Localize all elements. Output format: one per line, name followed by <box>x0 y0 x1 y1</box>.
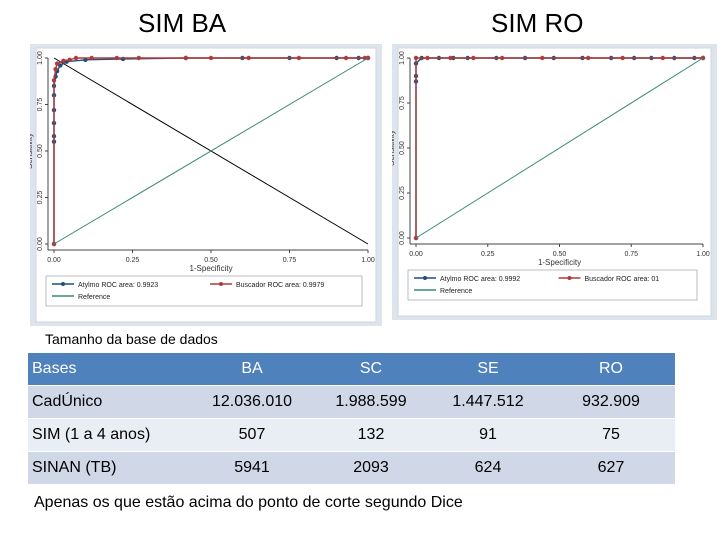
cell-ba: 12.036.010 <box>191 385 313 419</box>
roc-chart-ro: 0.000.00 0.25 0.25 0.50 0.50 0.75 0.75 1.00 1.00… <box>392 47 712 317</box>
y-tick-label: 0.25 <box>399 186 406 200</box>
x-axis-label: 1-Specificity <box>538 258 581 267</box>
data-point <box>296 55 302 61</box>
data-point <box>660 55 666 61</box>
y-axis-label: Sensitivity <box>392 130 396 166</box>
cell-sc: 132 <box>313 418 429 452</box>
data-point <box>53 66 58 72</box>
legend-marker-2 <box>567 276 572 280</box>
legend-label-2: Buscador ROC area: 01 <box>585 276 660 283</box>
row-label: SINAN (TB) <box>28 451 191 484</box>
x-tick-label: 0.75 <box>283 257 297 264</box>
cell-ba: 507 <box>191 418 313 452</box>
series-line-3 <box>53 57 369 245</box>
table-header-row: Bases BA SC SE RO <box>28 353 675 386</box>
data-point <box>208 55 214 61</box>
header-ba: BA <box>191 353 313 386</box>
footnote: Apenas os que estão acima do ponto de co… <box>34 494 463 511</box>
cell-ro: 75 <box>547 418 675 452</box>
y-tick-label: 0.25 <box>37 191 44 205</box>
x-tick-label: 0.25 <box>481 251 495 258</box>
data-point <box>61 58 66 63</box>
x-tick-label: 0.00 <box>47 257 61 264</box>
header-se: SE <box>429 353 547 386</box>
data-point <box>83 57 88 63</box>
data-point <box>448 55 453 61</box>
table-caption: Tamanho da base de dados <box>45 331 218 347</box>
data-point <box>586 55 591 61</box>
data-point <box>54 61 60 66</box>
data-point <box>89 55 94 61</box>
heading-sim-ro: SIM RO <box>491 8 584 38</box>
data-point <box>425 55 430 61</box>
data-point <box>73 55 79 61</box>
cell-se: 91 <box>429 418 547 452</box>
row-label: CadÚnico <box>28 385 191 419</box>
legend-label-2: Buscador ROC area: 0.9979 <box>236 282 324 289</box>
data-point <box>620 55 625 61</box>
data-point <box>471 55 476 61</box>
cell-se: 624 <box>429 451 547 484</box>
data-point <box>136 55 141 61</box>
roc-chart-ba: 0.000.00 0.25 0.25 0.50 0.50 0.75 0.75 1.00 1.00… <box>30 47 377 323</box>
table-row: SIM (1 a 4 anos) 507 132 91 75 <box>28 418 675 452</box>
database-size-table: Bases BA SC SE RO CadÚnico 12.036.010 1.… <box>28 353 675 484</box>
data-point <box>67 57 72 63</box>
legend-marker-2 <box>219 282 223 286</box>
row-label: SIM (1 a 4 anos) <box>28 418 191 452</box>
cell-ro: 627 <box>547 451 675 484</box>
y-tick-label: 0.75 <box>37 98 44 112</box>
y-tick-label: 0.50 <box>399 141 406 155</box>
legend-box <box>407 269 698 301</box>
cell-sc: 2093 <box>313 451 429 484</box>
data-point <box>246 55 251 61</box>
table-row: SINAN (TB) 5941 2093 624 627 <box>28 451 675 484</box>
data-point <box>343 55 349 61</box>
data-point <box>413 55 419 61</box>
legend-box <box>45 275 363 307</box>
cell-se: 1.447.512 <box>429 385 547 419</box>
legend-label-3: Reference <box>78 294 110 301</box>
y-tick-label: 1.00 <box>399 51 406 65</box>
legend-label-3: Reference <box>440 288 472 295</box>
y-tick-label: 1.00 <box>37 51 44 65</box>
data-point <box>183 55 189 61</box>
x-tick-label: 1.00 <box>696 251 710 258</box>
series-line-3 <box>415 57 704 239</box>
y-tick-label: 0.00 <box>37 237 44 251</box>
header-sc: SC <box>313 353 429 386</box>
legend-marker-1 <box>423 276 427 280</box>
cell-sc: 1.988.599 <box>313 385 429 419</box>
x-tick-label: 0.50 <box>553 251 567 258</box>
legend-label-1: Atylmo ROC area: 0.9992 <box>440 276 520 283</box>
data-point <box>540 55 545 61</box>
x-tick-label: 0.75 <box>624 251 638 258</box>
data-point <box>51 78 57 83</box>
legend-marker-1 <box>61 282 65 286</box>
x-tick-label: 0.50 <box>204 257 218 264</box>
data-point <box>499 55 505 61</box>
cell-ro: 932.909 <box>547 385 675 419</box>
heading-sim-ba: SIM BA <box>138 8 227 38</box>
x-tick-label: 0.00 <box>409 251 423 258</box>
legend-label-1: Atylmo ROC area: 0.9923 <box>78 282 158 289</box>
header-ro: RO <box>547 353 675 386</box>
header-bases: Bases <box>28 353 191 386</box>
cell-ba: 5941 <box>191 451 313 484</box>
data-point <box>114 55 120 61</box>
y-axis-label: Sensitivity <box>30 133 34 169</box>
y-tick-label: 0.00 <box>399 231 406 245</box>
x-tick-label: 1.00 <box>361 257 375 264</box>
x-tick-label: 0.25 <box>126 257 140 264</box>
table-row: CadÚnico 12.036.010 1.988.599 1.447.512 … <box>28 385 675 419</box>
roc-chart-ba-panel: 0.00 0.00 0.25 0.25 0.50 0.50 0.75 0.75 1.00 1.00… <box>30 44 382 326</box>
roc-chart-ro-panel: 0.00 0.00 0.25 0.25 0.50 0.50 0.75 0.75 1.00 1.00… <box>392 44 717 320</box>
y-tick-label: 0.50 <box>37 144 44 158</box>
x-axis-label: 1-Specificity <box>189 264 232 273</box>
y-tick-label: 0.75 <box>399 96 406 110</box>
